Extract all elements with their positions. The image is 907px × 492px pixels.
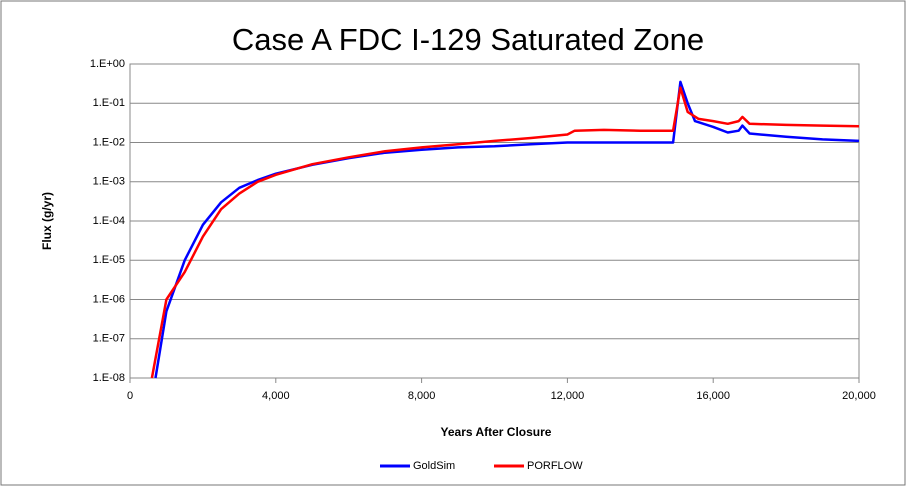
y-tick-label: 1.E-03 <box>93 176 125 188</box>
y-tick-label: 1.E-06 <box>93 293 125 305</box>
y-tick-label: 1.E-04 <box>93 215 125 227</box>
x-tick-label: 20,000 <box>842 390 876 402</box>
legend-label: PORFLOW <box>527 460 583 472</box>
y-tick-label: 1.E-02 <box>93 136 125 148</box>
x-tick-label: 12,000 <box>551 390 585 402</box>
lines <box>150 80 860 379</box>
y-axis-label: Flux (g/yr) <box>40 192 54 250</box>
series-line <box>150 86 860 379</box>
y-tick-label: 1.E-05 <box>93 254 125 266</box>
y-tick-label: 1.E+00 <box>90 58 125 70</box>
x-tick-label: 0 <box>127 390 133 402</box>
x-axis-label: Years After Closure <box>441 425 552 439</box>
y-tick-label: 1.E-08 <box>93 372 125 384</box>
chart-title: Case A FDC I-129 Saturated Zone <box>232 22 704 57</box>
x-tick-label: 4,000 <box>262 390 290 402</box>
legend: GoldSim PORFLOW <box>380 460 583 472</box>
legend-label: GoldSim <box>413 460 455 472</box>
y-tick-label: 1.E-01 <box>93 97 125 109</box>
x-tick-label: 16,000 <box>696 390 730 402</box>
x-tick-label: 8,000 <box>408 390 436 402</box>
series-line <box>154 80 860 379</box>
y-tick-label: 1.E-07 <box>93 333 125 345</box>
plot-border <box>129 63 860 379</box>
